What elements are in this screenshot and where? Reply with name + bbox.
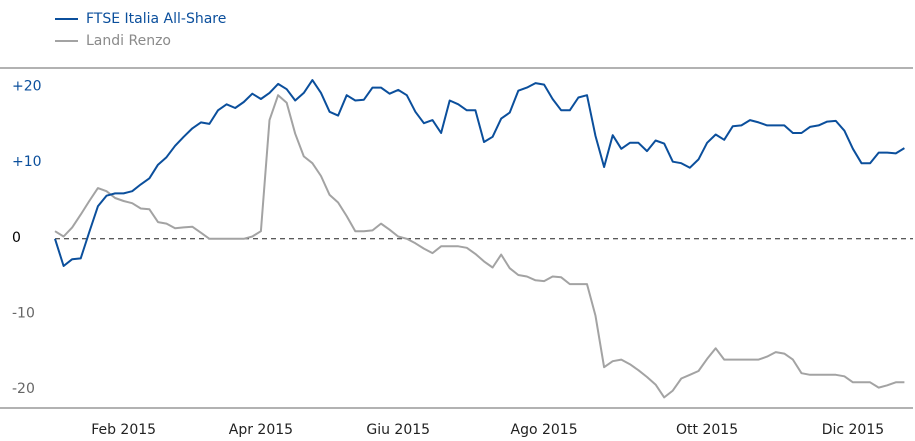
legend-label: FTSE Italia All-Share <box>86 11 226 27</box>
legend-label: Landi Renzo <box>86 33 171 49</box>
x-tick-label: Dic 2015 <box>822 422 884 438</box>
x-tick-label: Giu 2015 <box>366 422 430 438</box>
y-tick-label: -20 <box>12 381 35 397</box>
y-tick-label: -10 <box>12 305 35 321</box>
x-tick-label: Ott 2015 <box>676 422 738 438</box>
y-tick-label: +20 <box>12 79 42 95</box>
x-tick-label: Apr 2015 <box>229 422 293 438</box>
y-tick-label: +10 <box>12 154 42 170</box>
series-line <box>54 79 905 267</box>
x-tick-label: Feb 2015 <box>91 422 156 438</box>
y-tick-label: 0 <box>12 230 21 246</box>
series-line <box>54 94 905 399</box>
x-tick-label: Ago 2015 <box>511 422 578 438</box>
